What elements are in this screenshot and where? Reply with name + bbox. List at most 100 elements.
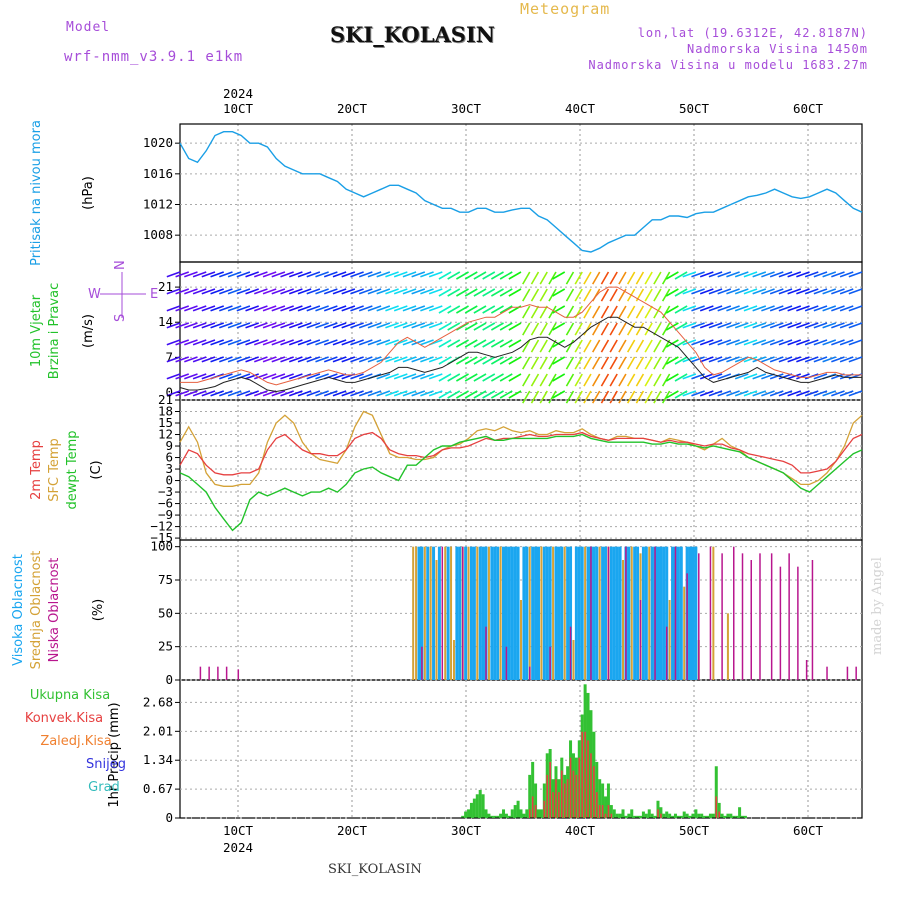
cloud-bar bbox=[472, 546, 476, 680]
convective-bar bbox=[584, 731, 586, 818]
y-tick-label: 2.68 bbox=[143, 694, 173, 709]
wind-arrow bbox=[393, 390, 408, 397]
cloud-unit: (%) bbox=[91, 599, 106, 622]
cloud-bar bbox=[520, 600, 522, 680]
wind-arrow bbox=[499, 390, 513, 399]
wind-arrow bbox=[539, 356, 548, 370]
pressure-panel bbox=[179, 123, 863, 263]
wind-arrow bbox=[699, 356, 714, 363]
wind-arrow bbox=[644, 305, 653, 319]
wind-arrow bbox=[848, 305, 863, 312]
cloud-bar bbox=[654, 546, 656, 680]
wind-arrow bbox=[644, 356, 653, 370]
wind-axis-title-1: 10m Vjetar bbox=[29, 294, 44, 367]
cloud-bar bbox=[534, 546, 538, 680]
wind-arrow bbox=[175, 373, 190, 380]
wind-arrow bbox=[796, 288, 810, 295]
wind-arrow bbox=[358, 390, 373, 397]
cloud-bar bbox=[225, 666, 228, 680]
wind-arrow bbox=[464, 271, 478, 280]
wind-arrow bbox=[618, 390, 627, 404]
wind-arrow bbox=[184, 288, 198, 295]
wind-arrow bbox=[490, 305, 504, 314]
wind-arrow bbox=[376, 339, 391, 346]
precip-legend-item: Konvek.Kisa bbox=[25, 711, 103, 726]
wind-arrow bbox=[848, 390, 863, 397]
wind-arrow bbox=[447, 373, 461, 382]
wind-arrow bbox=[306, 339, 321, 346]
wind-arrow bbox=[674, 322, 688, 331]
convective-bar bbox=[587, 740, 589, 818]
cloud-bar bbox=[476, 546, 479, 680]
cloud-bar bbox=[846, 666, 849, 680]
cloud-bar bbox=[644, 546, 648, 680]
wind-arrow bbox=[385, 322, 399, 329]
wind-arrow bbox=[438, 288, 452, 297]
wind-arrow bbox=[548, 322, 557, 336]
convective-bar bbox=[715, 796, 718, 818]
precip-bar bbox=[487, 813, 491, 818]
wind-arrow bbox=[665, 288, 679, 297]
precip-bar bbox=[743, 815, 747, 818]
cloud-bar bbox=[507, 546, 511, 680]
cloud-bar bbox=[528, 546, 531, 680]
wind-arrow bbox=[682, 305, 697, 312]
cloud-bar bbox=[590, 546, 592, 680]
precip-legend-item: Zaledj.Kisa bbox=[40, 734, 111, 749]
wind-arrow bbox=[761, 288, 775, 295]
wind-arrow bbox=[661, 271, 671, 285]
convective-bar bbox=[595, 792, 598, 818]
temperature-panel bbox=[179, 399, 863, 541]
convective-bar bbox=[578, 757, 581, 818]
wind-arrow bbox=[635, 288, 645, 302]
wind-arrow bbox=[761, 305, 775, 312]
cloud-bar bbox=[487, 546, 490, 680]
wind-arrow bbox=[769, 271, 784, 278]
cloud-bar bbox=[464, 546, 468, 680]
wind-arrow bbox=[804, 339, 819, 346]
temperature-frame bbox=[179, 399, 863, 541]
precip-bar bbox=[708, 813, 712, 818]
wind-arrow bbox=[315, 356, 329, 363]
wind-arrow bbox=[350, 390, 364, 397]
wind-arrow bbox=[539, 322, 548, 336]
wind-arrow bbox=[565, 271, 575, 285]
wind-arrow bbox=[262, 288, 277, 295]
wind-arrow bbox=[839, 305, 854, 312]
wind-arrow bbox=[482, 390, 496, 399]
convective-bar bbox=[610, 813, 613, 818]
wind-arrow bbox=[175, 288, 190, 295]
wind-arrow bbox=[626, 339, 636, 353]
wind-arrow bbox=[323, 305, 338, 312]
wind-arrow bbox=[804, 288, 819, 295]
wind-arrow bbox=[464, 373, 478, 382]
wind-arrow bbox=[734, 322, 749, 329]
x-tick-label-top: 60CT bbox=[793, 101, 824, 116]
wind-arrow bbox=[184, 373, 198, 380]
wind-arrow bbox=[674, 305, 688, 314]
y-tick-label: 7 bbox=[165, 349, 173, 364]
precip-bar bbox=[735, 815, 739, 818]
precipitation-panel bbox=[179, 679, 863, 819]
wind-arrow bbox=[376, 322, 391, 329]
wind-arrow bbox=[813, 271, 828, 278]
precip-bar bbox=[539, 809, 543, 818]
wind-arrow bbox=[609, 288, 618, 302]
wind-arrow bbox=[192, 271, 207, 278]
wind-arrow bbox=[482, 288, 496, 297]
wind-arrow bbox=[245, 339, 259, 346]
cloud-bar bbox=[452, 640, 455, 680]
wind-arrow bbox=[332, 305, 347, 312]
cloud-bar bbox=[650, 546, 654, 680]
wind-arrow bbox=[708, 288, 723, 295]
cloud-bar bbox=[633, 546, 637, 680]
wind-arrow bbox=[184, 390, 198, 397]
low-cloud-axis-title: Niska Oblacnost bbox=[47, 558, 62, 663]
cloud-bar bbox=[641, 546, 645, 680]
wind-arrow bbox=[376, 271, 391, 278]
precip-bar bbox=[496, 815, 500, 818]
precip-bar bbox=[472, 798, 476, 818]
wind-arrow bbox=[682, 322, 697, 329]
precip-bar bbox=[484, 809, 488, 818]
wind-arrow bbox=[813, 390, 828, 397]
